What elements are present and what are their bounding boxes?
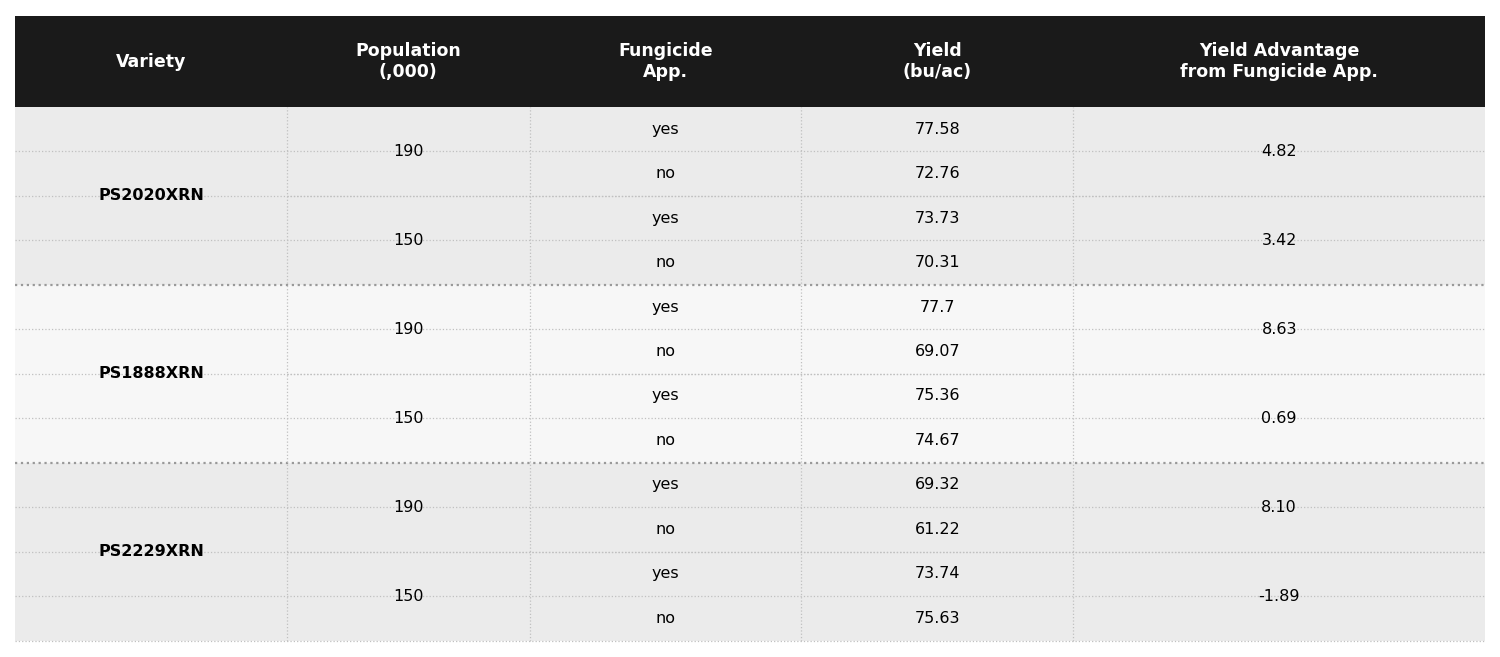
- Text: 0.69: 0.69: [1262, 411, 1298, 426]
- Text: 74.67: 74.67: [915, 433, 960, 448]
- Text: 72.76: 72.76: [915, 166, 960, 181]
- Text: 150: 150: [393, 411, 423, 426]
- Text: 190: 190: [393, 144, 423, 159]
- Text: -1.89: -1.89: [1258, 589, 1300, 604]
- Text: Fungicide
App.: Fungicide App.: [618, 42, 712, 81]
- Text: yes: yes: [651, 300, 680, 315]
- Text: 150: 150: [393, 233, 423, 248]
- Bar: [15, 374, 1485, 419]
- Text: no: no: [656, 344, 675, 359]
- Text: 75.63: 75.63: [915, 611, 960, 626]
- Text: no: no: [656, 255, 675, 270]
- Text: 150: 150: [393, 589, 423, 604]
- Text: 77.58: 77.58: [915, 122, 960, 137]
- Text: PS2229XRN: PS2229XRN: [98, 544, 204, 559]
- Text: Yield Advantage
from Fungicide App.: Yield Advantage from Fungicide App.: [1180, 42, 1378, 81]
- Text: Yield
(bu/ac): Yield (bu/ac): [903, 42, 972, 81]
- Text: yes: yes: [651, 566, 680, 581]
- Text: yes: yes: [651, 122, 680, 137]
- Text: 69.32: 69.32: [915, 478, 960, 493]
- Bar: [15, 329, 1485, 374]
- Text: 69.07: 69.07: [915, 344, 960, 359]
- Bar: [15, 596, 1485, 641]
- Text: no: no: [656, 522, 675, 537]
- Text: 73.73: 73.73: [915, 211, 960, 225]
- Text: Population
(,000): Population (,000): [356, 42, 460, 81]
- Text: 8.63: 8.63: [1262, 322, 1298, 337]
- Bar: [15, 196, 1485, 240]
- Text: yes: yes: [651, 388, 680, 403]
- Text: 4.82: 4.82: [1262, 144, 1298, 159]
- Text: 70.31: 70.31: [915, 255, 960, 270]
- Text: 3.42: 3.42: [1262, 233, 1298, 248]
- Text: 190: 190: [393, 322, 423, 337]
- Bar: [15, 463, 1485, 507]
- Text: yes: yes: [651, 478, 680, 493]
- Text: no: no: [656, 166, 675, 181]
- Bar: [15, 285, 1485, 329]
- Text: 190: 190: [393, 500, 423, 514]
- Text: PS2020XRN: PS2020XRN: [98, 189, 204, 204]
- Bar: [15, 151, 1485, 196]
- Text: 8.10: 8.10: [1262, 500, 1298, 514]
- Bar: [15, 240, 1485, 285]
- Bar: [15, 107, 1485, 151]
- Text: no: no: [656, 433, 675, 448]
- Text: yes: yes: [651, 211, 680, 225]
- Text: PS1888XRN: PS1888XRN: [98, 366, 204, 381]
- Bar: [15, 552, 1485, 596]
- Bar: [15, 16, 1485, 107]
- Text: 75.36: 75.36: [915, 388, 960, 403]
- Bar: [15, 507, 1485, 552]
- Text: 73.74: 73.74: [915, 566, 960, 581]
- Text: no: no: [656, 611, 675, 626]
- Text: 77.7: 77.7: [920, 300, 956, 315]
- Bar: [15, 419, 1485, 463]
- Text: 61.22: 61.22: [915, 522, 960, 537]
- Text: Variety: Variety: [116, 53, 186, 71]
